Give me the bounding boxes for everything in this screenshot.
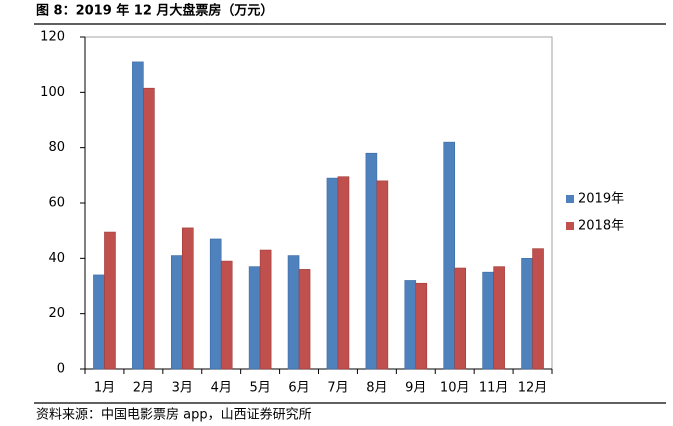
- bar: [493, 266, 505, 370]
- x-tick-label: 10月: [440, 381, 470, 396]
- x-tick-label: 6月: [288, 381, 309, 396]
- bar: [532, 248, 544, 370]
- bar: [259, 249, 272, 370]
- legend-swatch: [566, 222, 574, 230]
- bar: [93, 274, 105, 370]
- bar: [337, 176, 350, 370]
- y-tick-label: 0: [57, 362, 65, 377]
- x-tick-label: 12月: [518, 381, 548, 396]
- bar: [326, 177, 339, 370]
- y-tick-label: 20: [48, 306, 65, 321]
- bar: [143, 87, 155, 370]
- plot-area: [84, 36, 553, 370]
- legend-swatch: [566, 195, 574, 203]
- x-tick-label: 1月: [94, 381, 115, 396]
- bar: [132, 61, 144, 370]
- x-tick-label: 8月: [366, 381, 387, 396]
- y-tick-label: 120: [40, 30, 65, 45]
- bar: [415, 282, 428, 370]
- legend-label: 2018年: [578, 219, 624, 234]
- x-tick-label: 11月: [479, 381, 509, 396]
- y-tick-label: 80: [48, 140, 65, 155]
- y-tick-label: 40: [48, 251, 65, 266]
- chart-title: 图 8：2019 年 12 月大盘票房（万元）: [36, 3, 273, 19]
- bar: [521, 258, 533, 370]
- bar: [170, 255, 183, 370]
- bar: [248, 266, 261, 370]
- x-tick-label: 5月: [249, 381, 270, 396]
- y-tick-label: 100: [40, 85, 65, 100]
- x-tick-label: 2月: [133, 381, 154, 396]
- bar: [365, 152, 378, 370]
- x-tick-label: 4月: [211, 381, 232, 396]
- bar: [209, 238, 222, 370]
- legend-label: 2019年: [578, 192, 624, 207]
- x-tick-label: 3月: [172, 381, 193, 396]
- bar: [482, 271, 494, 370]
- y-tick-label: 60: [48, 196, 65, 211]
- bar: [443, 141, 456, 370]
- bar: [220, 260, 233, 370]
- bar: [376, 180, 389, 370]
- x-tick-label: 9月: [405, 381, 426, 396]
- bar: [287, 255, 300, 370]
- bar: [181, 227, 194, 370]
- source-note: 资料来源：中国电影票房 app，山西证券研究所: [36, 407, 312, 423]
- bar: [104, 231, 116, 370]
- bar: [404, 280, 417, 370]
- bar: [298, 269, 311, 370]
- x-tick-label: 7月: [327, 381, 348, 396]
- bar: [454, 267, 467, 370]
